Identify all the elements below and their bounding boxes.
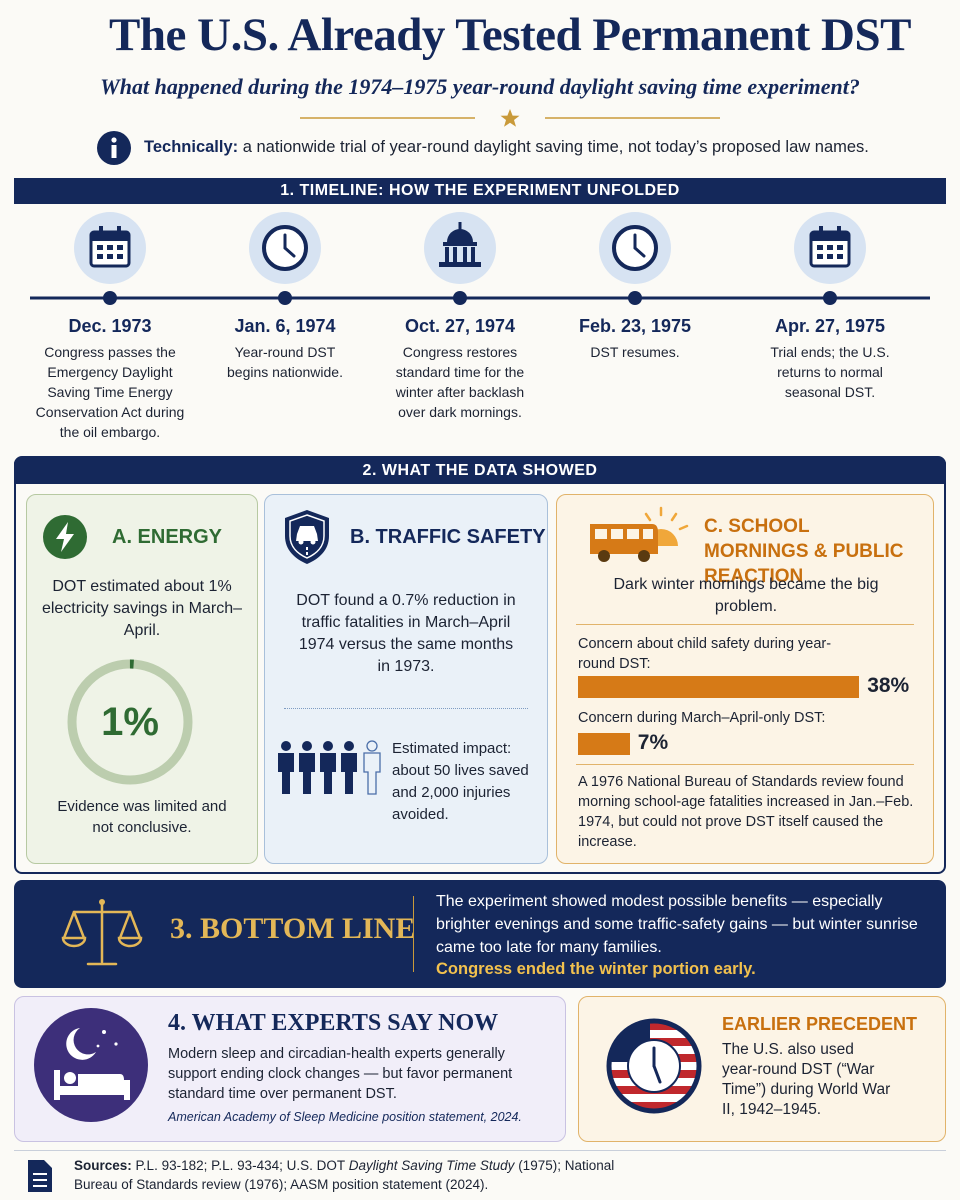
review-text: A 1976 National Bureau of Standards revi…: [578, 774, 914, 850]
panel-text: Dark winter mornings became the big prob…: [613, 576, 879, 615]
note-label: Technically:: [144, 138, 239, 156]
sources-text: P.L. 93-182; P.L. 93-434; U.S. DOT: [135, 1158, 345, 1173]
sources-label: Sources:: [74, 1158, 132, 1173]
energy-icon: [43, 515, 87, 559]
precedent-panel: [578, 996, 946, 1142]
panel-title: EARLIER PRECEDENT: [722, 1014, 918, 1034]
scales-icon: [61, 899, 143, 966]
event-text: DST resumes.: [590, 344, 680, 360]
sources: Sources: P.L. 93-182; P.L. 93-434; U.S. …: [74, 1156, 634, 1194]
energy-gauge: [67, 659, 193, 785]
flag-clock-icon: [606, 1018, 702, 1114]
event-date: Feb. 23, 1975: [578, 316, 692, 336]
event-date: Apr. 27, 1975: [774, 316, 886, 336]
divider-star: [300, 109, 720, 127]
event-text: Year-round DST begins nationwide.: [227, 344, 343, 380]
people-icon: [278, 740, 381, 795]
event-date: Dec. 1973: [68, 316, 152, 336]
subtitle: What happened during the 1974–1975 year-…: [100, 74, 860, 99]
event-text: Congress passes the Emergency Daylight S…: [35, 344, 185, 440]
document-icon: [28, 1160, 52, 1192]
timeline-graphic: [30, 212, 930, 305]
event-date: Jan. 6, 1974: [234, 316, 336, 336]
divider: [14, 1150, 946, 1151]
bar-value-label: 7%: [637, 731, 669, 754]
bottom-line-highlight: Congress ended the winter portion early.: [436, 960, 756, 978]
citation: American Academy of Sleep Medicine posit…: [168, 1110, 522, 1124]
bar: [578, 733, 630, 755]
gauge-label: 1%: [101, 700, 159, 744]
section-heading: 2. WHAT THE DATA SHOWED: [14, 458, 946, 484]
event-text: Congress restores standard time for the …: [395, 344, 525, 420]
panel-title: A. ENERGY: [112, 526, 223, 548]
bottom-line-box: [14, 880, 946, 988]
precedent-text: The U.S. also used year-round DST (“War …: [722, 1041, 891, 1118]
bar: [578, 676, 860, 698]
title: The U.S. Already Tested Permanent DST: [109, 9, 911, 61]
bar-value-label: 38%: [867, 674, 910, 697]
panel-text: DOT found a 0.7% reduction in traffic fa…: [296, 592, 516, 675]
note: Technically: a nationwide trial of year-…: [144, 138, 869, 157]
sources-text: (1975); National Bureau of Standards rev…: [74, 1158, 615, 1192]
sleep-icon: [34, 1008, 148, 1122]
panel-title: C. SCHOOL MORNINGS & PUBLIC REACTION: [704, 516, 904, 587]
info-icon: [97, 131, 131, 165]
section-heading: 3. BOTTOM LINE: [170, 912, 416, 945]
event-text: Trial ends; the U.S. returns to normal s…: [770, 344, 890, 400]
bus-icon: [590, 506, 689, 562]
experts-text: Modern sleep and circadian-health expert…: [168, 1046, 513, 1102]
divider: [413, 896, 414, 972]
impact-text: Estimated impact: about 50 lives saved a…: [392, 740, 529, 823]
divider: [576, 624, 914, 625]
divider: [284, 708, 528, 709]
sources-study: Daylight Saving Time Study: [348, 1158, 515, 1173]
bottom-line-text: The experiment showed modest possible be…: [436, 893, 918, 956]
section-heading: 4. WHAT EXPERTS SAY NOW: [168, 1010, 499, 1036]
event-date: Oct. 27, 1974: [404, 316, 516, 336]
traffic-icon: [285, 510, 329, 564]
panel-text: DOT estimated about 1% electricity savin…: [41, 578, 243, 639]
panel-footnote: Evidence was limited and not conclusive.: [57, 798, 227, 836]
bar-label: Concern during March–April-only DST:: [578, 710, 826, 726]
divider: [576, 764, 914, 765]
panel-title: B. TRAFFIC SAFETY: [350, 526, 546, 548]
note-text: a nationwide trial of year-round dayligh…: [242, 138, 869, 156]
bar-label: Concern about child safety during year-r…: [578, 636, 832, 672]
section-heading: 1. TIMELINE: HOW THE EXPERIMENT UNFOLDED: [14, 178, 946, 204]
